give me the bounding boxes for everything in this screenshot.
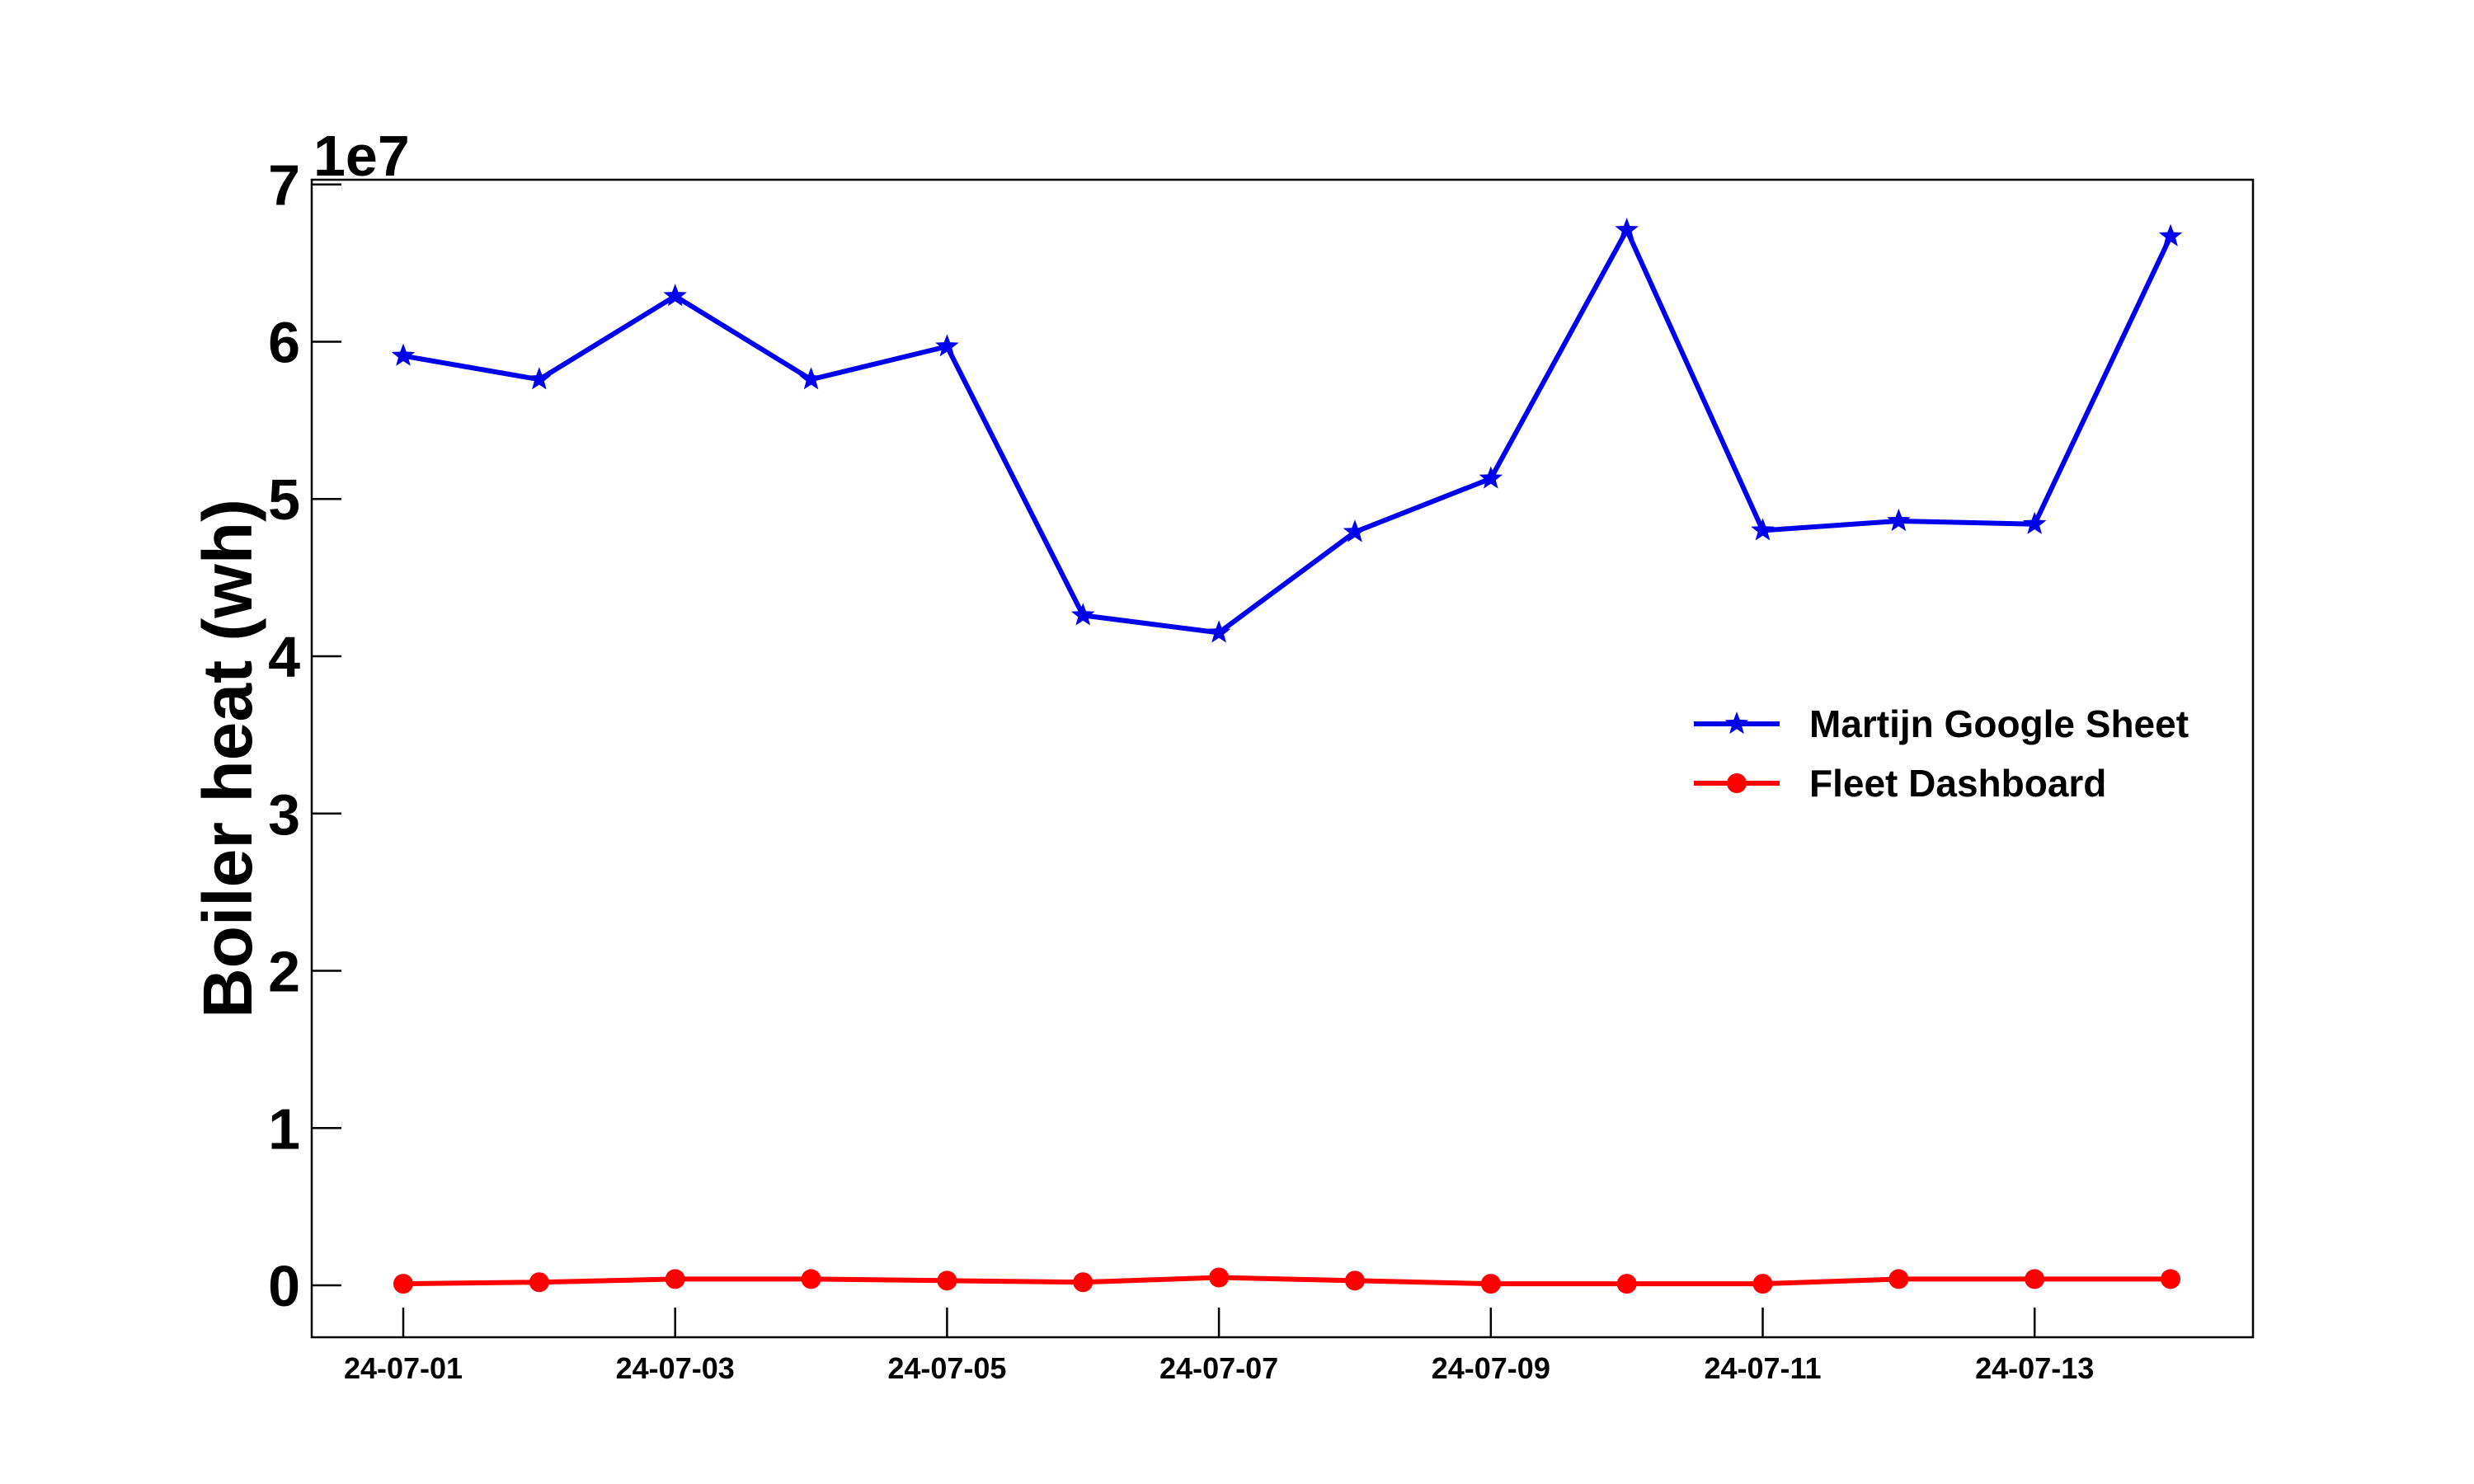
y-tick-label: 5 (268, 467, 300, 532)
x-tick-label: 24-07-05 (887, 1351, 1006, 1385)
data-point (1616, 1274, 1637, 1294)
x-tick-label: 24-07-09 (1432, 1351, 1550, 1385)
x-tick-label: 24-07-03 (616, 1351, 735, 1385)
data-point (1206, 620, 1231, 643)
data-point (2161, 1269, 2181, 1289)
x-tick-label: 24-07-11 (1704, 1351, 1821, 1385)
x-axis: 24-07-01 24-07-03 24-07-05 24-07-07 24-07-09… (344, 1308, 2094, 1385)
data-point (2022, 511, 2047, 534)
data-point (527, 367, 552, 390)
data-point (1615, 218, 1639, 241)
legend-marker (1727, 773, 1747, 793)
data-point (1073, 1272, 1094, 1293)
data-point (937, 1270, 957, 1291)
y-axis-label: Boiler heat (wh) (189, 499, 266, 1018)
data-point (393, 1274, 413, 1294)
data-point (1888, 1269, 1909, 1289)
data-point (935, 334, 959, 357)
data-point (663, 284, 687, 307)
series-2 (393, 1267, 2181, 1294)
legend-label: Martijn Google Sheet (1809, 702, 2189, 745)
legend-label: Fleet Dashboard (1809, 762, 2106, 805)
y-tick-label: 4 (268, 625, 300, 689)
data-point (801, 1269, 821, 1289)
y-tick-label: 3 (268, 782, 300, 847)
y-tick-label: 0 (268, 1254, 300, 1318)
plot-frame (310, 178, 2255, 1339)
data-point (799, 367, 823, 390)
y-offset-label: 1e7 (313, 124, 410, 188)
data-point (529, 1272, 549, 1293)
legend-item: Fleet Dashboard (1694, 762, 2106, 805)
data-point (1344, 1270, 1365, 1291)
legend: Martijn Google Sheet Fleet Dashboard (1694, 702, 2189, 805)
legend-item: Martijn Google Sheet (1694, 702, 2189, 745)
y-tick-label: 1 (268, 1097, 300, 1161)
x-tick-label: 24-07-13 (1975, 1351, 2094, 1385)
data-point (1887, 508, 1911, 532)
y-tick-label: 7 (268, 153, 300, 218)
x-tick-label: 24-07-01 (344, 1351, 463, 1385)
data-point (1070, 603, 1095, 626)
series-layer (391, 218, 2183, 1294)
data-point (1343, 519, 1367, 542)
data-point (2025, 1269, 2045, 1289)
series-line (402, 228, 2173, 636)
data-point (665, 1269, 685, 1289)
series-1 (391, 218, 2183, 643)
series-line (402, 1275, 2171, 1287)
legend-marker (1724, 711, 1749, 735)
data-point (391, 343, 416, 366)
x-tick-label: 24-07-07 (1159, 1351, 1278, 1385)
data-point (1751, 518, 1775, 541)
data-point (1209, 1267, 1230, 1288)
data-point (2158, 223, 2183, 247)
data-point (1480, 1274, 1501, 1294)
data-point (1752, 1274, 1773, 1294)
y-tick-label: 2 (268, 940, 300, 1004)
y-axis: 0 1 2 3 4 5 6 7 (268, 153, 341, 1318)
data-point (1479, 466, 1503, 489)
y-tick-label: 6 (268, 310, 300, 374)
